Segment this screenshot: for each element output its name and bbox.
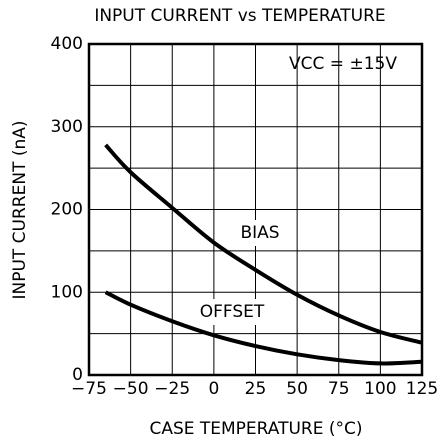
y-tick-label: 100 xyxy=(51,282,83,302)
x-tick-label: −75 xyxy=(71,379,107,399)
y-tick-label: 200 xyxy=(51,200,83,220)
plot-frame xyxy=(87,42,424,377)
series-line xyxy=(104,290,423,366)
series-label: BIAS xyxy=(240,223,279,243)
series-line xyxy=(104,143,423,345)
label-bg xyxy=(232,220,288,246)
x-axis-label: CASE TEMPERATURE (°C) xyxy=(149,419,362,439)
x-tick-label: −50 xyxy=(113,379,149,399)
label-bg xyxy=(190,299,274,325)
x-tick-label: −25 xyxy=(154,379,190,399)
x-tick-label: 25 xyxy=(245,379,267,399)
y-tick-label: 0 xyxy=(72,365,83,385)
x-tick-label: 100 xyxy=(364,379,396,399)
annotation: VCC = ±15V xyxy=(289,54,397,74)
y-tick-label: 300 xyxy=(51,117,83,137)
chart-title: INPUT CURRENT vs TEMPERATURE xyxy=(94,6,385,26)
annotation-bg xyxy=(268,50,418,78)
x-tick-label: 75 xyxy=(328,379,350,399)
y-tick-label: 400 xyxy=(51,34,83,54)
x-tick-label: 0 xyxy=(208,379,219,399)
series-label: OFFSET xyxy=(200,302,265,322)
x-tick-label: 50 xyxy=(286,379,308,399)
x-tick-label: 125 xyxy=(406,379,438,399)
y-axis-label: INPUT CURRENT (nA) xyxy=(10,120,30,299)
